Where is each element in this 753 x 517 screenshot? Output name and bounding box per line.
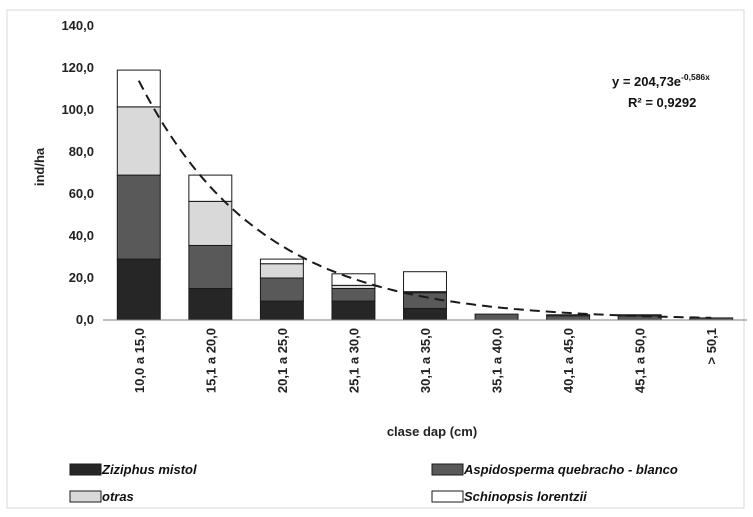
r-squared-label: R² = 0,9292 <box>628 95 696 110</box>
bar-segment-4 <box>331 273 376 286</box>
bar-segment-1 <box>116 258 161 321</box>
bar-segment-2 <box>546 315 591 321</box>
y-tick-label: 80,0 <box>69 144 94 159</box>
y-tick-label: 20,0 <box>69 270 94 285</box>
bar-segment-2 <box>259 277 304 302</box>
equation-exponent: -0,586x <box>681 72 710 82</box>
bar-segment-1 <box>188 288 233 321</box>
x-tick-label: 25,1 a 30,0 <box>346 328 361 393</box>
bar-segment-4 <box>617 314 662 317</box>
bar-segment-4 <box>259 258 304 265</box>
y-tick-label: 100,0 <box>61 102 94 117</box>
y-axis-title: ind/ha <box>32 147 47 186</box>
legend-label: otras <box>102 489 134 504</box>
legend-label: Aspidosperma quebracho - blanco <box>463 462 678 477</box>
bar-segment-3 <box>116 106 161 176</box>
x-tick-label: 10,0 a 15,0 <box>132 328 147 393</box>
bar-segment-2 <box>116 174 161 260</box>
legend-swatch <box>69 463 102 476</box>
bar-segment-4 <box>403 271 447 293</box>
plot-area: 0,0 20,0 40,0 60,0 80,0 100,0 120,0 140,0 10,0 a… <box>61 18 747 393</box>
bar-segment-4 <box>116 69 161 108</box>
bar-segment-4 <box>546 314 591 317</box>
bar-segment-2 <box>188 244 233 289</box>
bar-segment-2 <box>474 313 519 321</box>
bar-segment-1 <box>259 300 304 321</box>
x-tick-label: 45,1 a 50,0 <box>633 328 648 393</box>
bar-segment-2 <box>617 315 662 321</box>
x-tick-label: > 50,1 <box>704 328 719 365</box>
bar-segment-1 <box>403 307 447 321</box>
bar-segment-1 <box>331 300 376 321</box>
legend-label: Schinopsis lorentzii <box>464 489 587 504</box>
y-tick-label: 0,0 <box>76 312 94 327</box>
legend-swatch <box>431 463 464 476</box>
legend-swatch <box>431 490 464 503</box>
x-tick-label: 30,1 a 35,0 <box>418 328 433 393</box>
bar-segment-2 <box>331 288 376 302</box>
x-tick-label: 20,1 a 25,0 <box>275 328 290 393</box>
bar-segment-3 <box>259 263 304 279</box>
x-tick-label: 35,1 a 40,0 <box>490 328 505 393</box>
equation-base: y = 204,73e <box>612 74 681 89</box>
x-tick-label: 15,1 a 20,0 <box>203 328 218 393</box>
legend-label: Ziziphus mistol <box>101 462 197 477</box>
y-tick-label: 60,0 <box>69 186 94 201</box>
legend-swatch <box>69 490 102 503</box>
x-axis-title: clase dap (cm) <box>387 424 477 439</box>
trendline <box>137 80 712 319</box>
y-tick-label: 120,0 <box>61 60 94 75</box>
y-tick-label: 40,0 <box>69 228 94 243</box>
legend: Ziziphus mistol Aspidosperma quebracho - … <box>69 462 678 504</box>
bar-segment-3 <box>188 200 233 246</box>
y-tick-label: 140,0 <box>61 18 94 33</box>
x-tick-label: 40,1 a 45,0 <box>561 328 576 393</box>
trendline-equation: y = 204,73e-0,586x <box>612 72 710 89</box>
